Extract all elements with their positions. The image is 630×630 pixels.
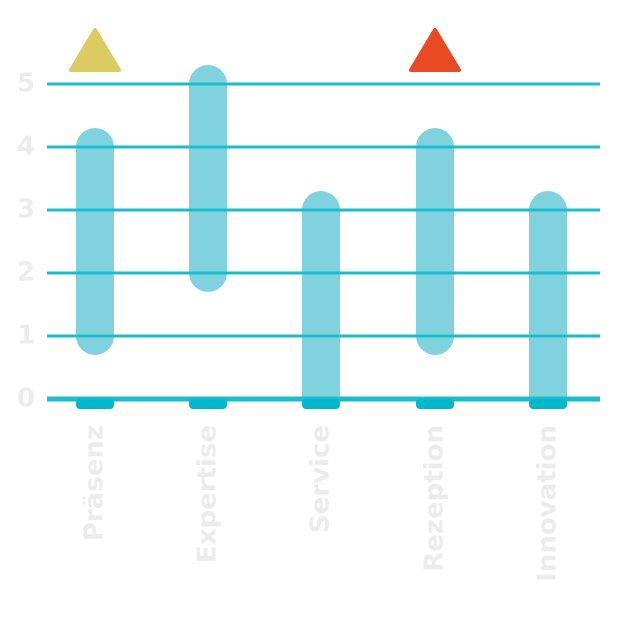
bar-foot bbox=[76, 399, 114, 409]
x-tick-label: Service bbox=[306, 425, 336, 533]
y-tick-label: 3 bbox=[17, 195, 35, 225]
range-bar bbox=[76, 128, 114, 355]
bar-foot bbox=[529, 399, 567, 409]
y-tick-label: 0 bbox=[17, 384, 35, 414]
y-tick-label: 1 bbox=[17, 321, 35, 351]
marker-triangle bbox=[409, 28, 461, 72]
range-bar bbox=[529, 191, 567, 400]
bar-foot bbox=[189, 399, 227, 409]
y-tick-label: 4 bbox=[17, 132, 35, 162]
x-tick-label: Innovation bbox=[533, 425, 563, 582]
range-bar bbox=[189, 65, 227, 292]
x-tick-label: Präsenz bbox=[80, 425, 110, 541]
bar-foot bbox=[302, 399, 340, 409]
marker-triangle bbox=[69, 28, 121, 72]
x-tick-label: Expertise bbox=[193, 425, 223, 563]
x-tick-label: Rezeption bbox=[420, 425, 450, 572]
y-tick-label: 5 bbox=[17, 69, 35, 99]
range-bar bbox=[416, 128, 454, 355]
bar-group bbox=[76, 65, 567, 400]
range-bar bbox=[302, 191, 340, 400]
y-tick-label: 2 bbox=[17, 258, 35, 288]
bar-foot bbox=[416, 399, 454, 409]
